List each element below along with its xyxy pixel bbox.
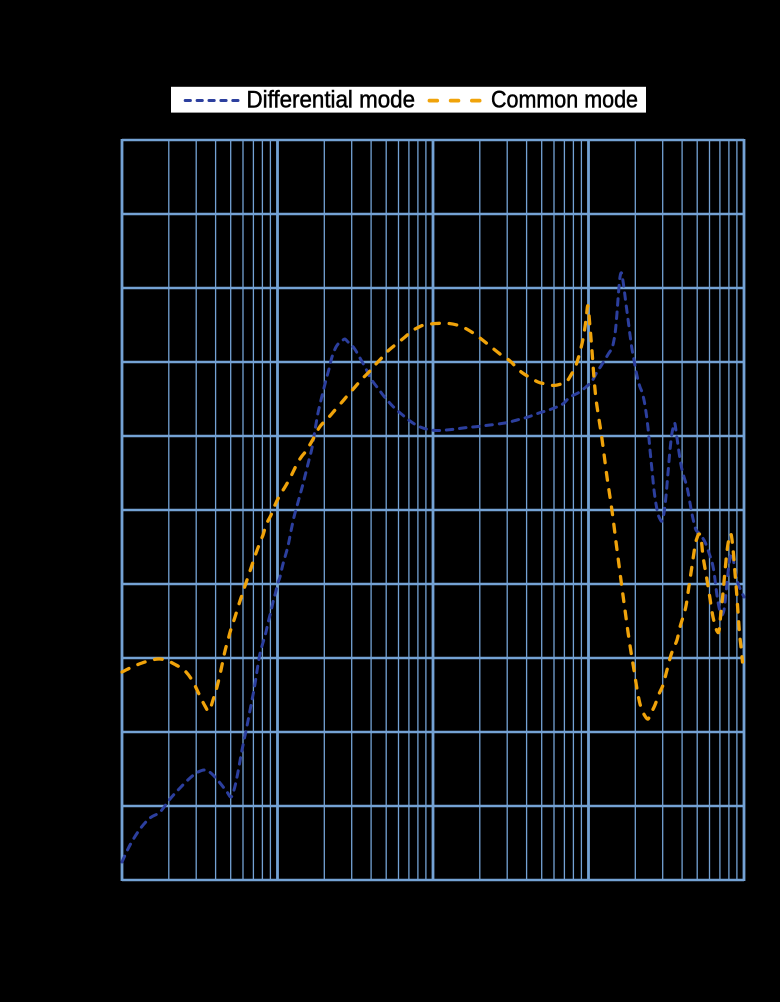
svg-text:Differential mode: Differential mode [247,88,416,114]
svg-text:Common mode: Common mode [491,88,638,114]
